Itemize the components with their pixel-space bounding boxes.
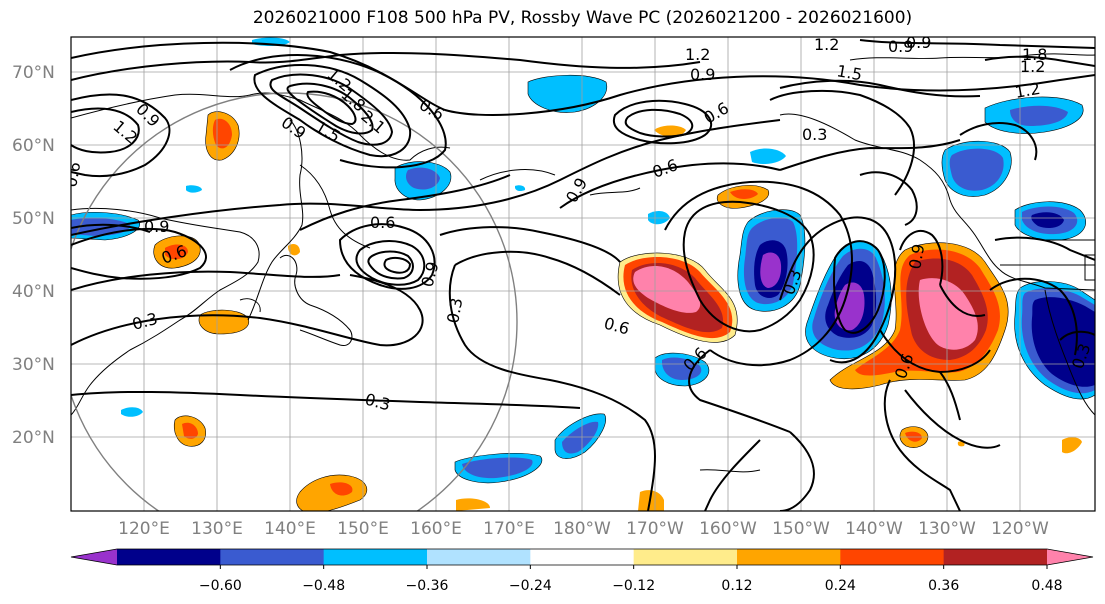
lat-label: 40°N: [12, 282, 55, 302]
lon-label: 170°E: [483, 519, 535, 539]
colorbar-tick-label: −0.24: [509, 578, 552, 594]
colorbar-ticks: −0.60 −0.48 −0.36 −0.24 −0.12 0.12 0.24 0.36 0.4…: [199, 565, 1063, 594]
graticule: [71, 37, 1095, 511]
lon-label: 130°E: [191, 519, 243, 539]
contour-label: 1.2: [814, 35, 839, 54]
colorbar-outline: [70, 548, 1094, 566]
contour-label: 0.3: [802, 125, 827, 144]
map-frame: [70, 36, 1096, 512]
colorbar-tick-label: −0.60: [199, 578, 242, 594]
contour-label: 0.9: [888, 37, 913, 56]
colorbar-segments: [71, 549, 1093, 565]
map-title: 2026021000 F108 500 hPa PV, Rossby Wave …: [252, 8, 913, 28]
colorbar-tick-label: 0.24: [825, 578, 856, 594]
lon-label: 170°W: [626, 519, 684, 539]
lat-label: 70°N: [12, 63, 55, 83]
colorbar-extend-max: [1047, 549, 1093, 565]
lon-label: 140°W: [845, 519, 903, 539]
colorbar-tick-label: −0.48: [302, 578, 345, 594]
longitude-labels: 120°E 130°E 140°E 150°E 160°E 170°E 180°…: [118, 519, 1049, 539]
colorbar-tick-label: −0.36: [406, 578, 449, 594]
colorbar-tick-label: 0.12: [721, 578, 752, 594]
contour-label: 1.2: [1013, 79, 1041, 102]
lat-label: 20°N: [12, 428, 55, 448]
contour-label: 1.2: [1020, 57, 1045, 76]
lon-label: 130°W: [918, 519, 976, 539]
lat-label: 50°N: [12, 209, 55, 229]
lon-label: 120°W: [991, 519, 1049, 539]
contour-label: 0.9: [905, 242, 928, 270]
colorbar-segment: [323, 549, 428, 565]
contour-label: 0.6: [61, 160, 84, 188]
reference-circle: [71, 92, 518, 511]
lon-label: 160°E: [410, 519, 462, 539]
contour-label: 0.3: [443, 296, 466, 324]
colorbar-tick-label: 0.48: [1031, 578, 1062, 594]
lon-label: 150°E: [337, 519, 389, 539]
lat-label: 30°N: [12, 355, 55, 375]
contour-label: 0.6: [370, 213, 395, 232]
map-plot-area: 1.2 0.9 0.6 1.2 1.8 2.1 1.5 0.9 0.6 0.9 …: [61, 33, 1095, 511]
positive-anomaly-fill: [153, 111, 1082, 511]
colorbar-segment: [840, 549, 945, 565]
colorbar-extend-min: [71, 549, 117, 565]
contour-label: 1.8: [1022, 45, 1047, 64]
negative-anomaly-fill: [71, 37, 1095, 484]
colorbar-segment: [117, 549, 221, 565]
colorbar-segment: [737, 549, 841, 565]
colorbar-tick-label: −0.12: [612, 578, 655, 594]
lon-label: 120°E: [118, 519, 170, 539]
colorbar-segment: [943, 549, 1048, 565]
lon-label: 150°W: [772, 519, 830, 539]
colorbar: −0.60 −0.48 −0.36 −0.24 −0.12 0.12 0.24 0.36 0.4…: [70, 548, 1094, 594]
lon-label: 140°E: [264, 519, 316, 539]
contour-label: 0.9: [906, 33, 931, 52]
contour-label: 1.5: [835, 61, 863, 84]
colorbar-segment: [530, 549, 635, 565]
colorbar-tick-label: 0.36: [928, 578, 959, 594]
latitude-labels: 70°N 60°N 50°N 40°N 30°N 20°N: [12, 63, 55, 448]
lon-label: 160°W: [699, 519, 757, 539]
contour-label: 1.2: [685, 45, 710, 64]
contour-label: 0.9: [690, 65, 715, 84]
colorbar-segment: [220, 549, 325, 565]
contour-label: 0.9: [144, 217, 169, 236]
colorbar-segment: [633, 549, 738, 565]
lon-label: 180°W: [553, 519, 611, 539]
lat-label: 60°N: [12, 136, 55, 156]
colorbar-segment: [427, 549, 531, 565]
pv-contours: [71, 39, 1095, 511]
